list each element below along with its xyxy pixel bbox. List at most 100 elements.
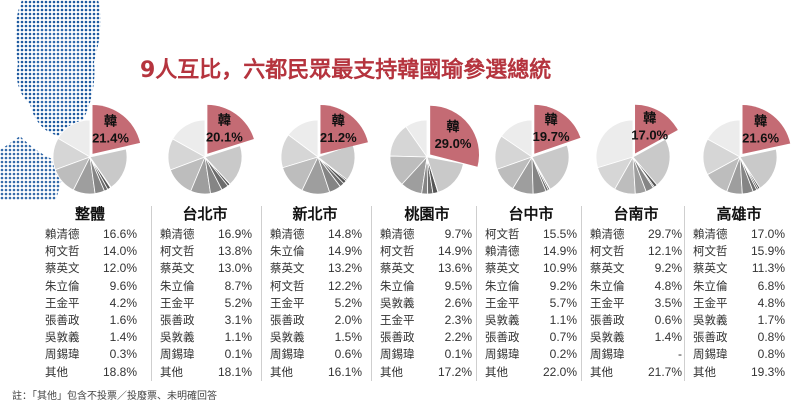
candidate-name: 王金平 bbox=[45, 295, 80, 310]
pie-3: 韓21.2% bbox=[280, 105, 368, 195]
candidate-value: 10.9% bbox=[542, 261, 577, 276]
candidate-value: 19.3% bbox=[750, 364, 785, 379]
candidate-name: 朱立倫 bbox=[270, 244, 305, 259]
table-row: 賴清德 29.7% bbox=[590, 226, 682, 243]
table-row: 吳敦義 1.1% bbox=[160, 329, 252, 346]
candidate-value: 5.2% bbox=[224, 295, 252, 310]
candidate-value: 2.2% bbox=[444, 330, 472, 345]
candidate-name: 朱立倫 bbox=[160, 278, 195, 293]
candidate-value: 13.6% bbox=[437, 261, 472, 276]
table-row: 其他 18.1% bbox=[160, 364, 252, 381]
table-row: 朱立倫 8.7% bbox=[160, 278, 252, 295]
candidate-name: 王金平 bbox=[160, 295, 195, 310]
candidate-name: 賴清德 bbox=[380, 227, 415, 241]
candidate-value: 18.8% bbox=[102, 364, 137, 379]
candidate-value: 14.8% bbox=[327, 227, 362, 241]
table-row: 柯文哲 15.9% bbox=[693, 243, 785, 260]
pie-slice bbox=[595, 119, 634, 169]
candidate-value: 11.3% bbox=[751, 261, 785, 276]
highlight-value-label: 19.7% bbox=[533, 129, 570, 144]
candidate-name: 朱立倫 bbox=[45, 278, 80, 293]
candidate-value: 16.9% bbox=[217, 227, 252, 241]
candidate-name: 王金平 bbox=[380, 312, 415, 327]
table-row: 朱立倫 9.2% bbox=[485, 278, 577, 295]
region-heading: 高雄市 bbox=[716, 205, 762, 223]
candidate-name: 王金平 bbox=[270, 295, 305, 310]
highlight-name-label: 韓 bbox=[446, 119, 459, 135]
candidate-value: 29.7% bbox=[647, 227, 682, 241]
candidate-name: 張善政 bbox=[380, 330, 415, 345]
region-table: 柯文哲 15.5% 賴清德 14.9% 蔡英文 10.9% 朱立倫 9.2% 王金平 5.7% 吳敦… bbox=[485, 226, 577, 381]
table-row: 柯文哲 12.2% bbox=[270, 278, 362, 295]
table-row: 張善政 3.1% bbox=[160, 312, 252, 329]
pie-slice-highlight bbox=[635, 104, 678, 154]
column-divider bbox=[261, 206, 262, 381]
candidate-value: 12.1% bbox=[647, 244, 682, 259]
candidate-name: 蔡英文 bbox=[45, 261, 80, 276]
table-row: 張善政 0.6% bbox=[590, 312, 682, 329]
table-row: 吳敦義 2.6% bbox=[380, 295, 472, 312]
table-row: 蔡英文 13.2% bbox=[270, 260, 362, 277]
candidate-name: 朱立倫 bbox=[693, 278, 728, 293]
candidate-name: 王金平 bbox=[693, 295, 728, 310]
candidate-value: 9.2% bbox=[654, 261, 682, 276]
candidate-name: 周錫瑋 bbox=[160, 347, 195, 362]
pie-6: 韓17.0% bbox=[595, 104, 678, 195]
candidate-value: 5.7% bbox=[549, 295, 577, 310]
table-row: 柯文哲 15.5% bbox=[485, 226, 577, 243]
region-table: 賴清德 16.9% 柯文哲 13.8% 蔡英文 13.0% 朱立倫 8.7% 王金平 5.2% 張善… bbox=[160, 226, 252, 381]
candidate-value: 1.4% bbox=[109, 330, 137, 345]
column-divider bbox=[581, 206, 582, 381]
candidate-name: 周錫瑋 bbox=[380, 347, 415, 362]
candidate-value: 0.6% bbox=[654, 312, 682, 327]
pie-4: 韓29.0% bbox=[389, 105, 480, 195]
candidate-value: 13.0% bbox=[217, 261, 252, 276]
table-row: 賴清德 14.9% bbox=[485, 243, 577, 260]
candidate-name: 吳敦義 bbox=[270, 330, 305, 345]
pie-slice bbox=[89, 148, 128, 188]
chart-title: 9人互比，六都民眾最支持韓國瑜參選總統 bbox=[140, 58, 552, 83]
candidate-name: 吳敦義 bbox=[590, 330, 625, 345]
pie-slice bbox=[739, 148, 778, 189]
candidate-value: 1.1% bbox=[549, 312, 577, 327]
candidate-name: 張善政 bbox=[45, 312, 80, 327]
candidate-name: 柯文哲 bbox=[485, 227, 520, 241]
pie-slice-highlight bbox=[320, 105, 368, 154]
table-row: 吳敦義 1.4% bbox=[590, 329, 682, 346]
pie-7: 韓21.6% bbox=[702, 105, 791, 195]
candidate-name: 張善政 bbox=[693, 330, 728, 345]
region-table: 賴清德 17.0% 柯文哲 15.9% 蔡英文 11.3% 朱立倫 6.8% 王金平 4.8% 吳敦… bbox=[693, 226, 785, 381]
table-row: 賴清德 9.7% bbox=[380, 226, 472, 243]
candidate-name: 周錫瑋 bbox=[270, 347, 305, 362]
highlight-value-label: 21.2% bbox=[320, 130, 357, 145]
candidate-value: 3.5% bbox=[654, 295, 682, 310]
region-table: 賴清德 9.7% 柯文哲 14.9% 蔡英文 13.6% 朱立倫 9.5% 吳敦義 2.6% 王金平… bbox=[380, 226, 472, 381]
candidate-value: 17.2% bbox=[437, 364, 472, 379]
candidate-name: 張善政 bbox=[160, 312, 195, 327]
candidate-value: 21.7% bbox=[647, 364, 682, 379]
highlight-name-label: 韓 bbox=[332, 113, 345, 129]
region-table: 賴清德 29.7% 柯文哲 12.1% 蔡英文 9.2% 朱立倫 4.8% 王金平 3.5% 張善政… bbox=[590, 226, 682, 381]
candidate-name: 賴清德 bbox=[270, 227, 305, 241]
table-row: 朱立倫 14.9% bbox=[270, 243, 362, 260]
candidate-value: 1.5% bbox=[334, 330, 362, 345]
highlight-value-label: 21.4% bbox=[92, 130, 129, 145]
candidate-name: 其他 bbox=[45, 364, 68, 379]
table-row: 吳敦義 1.7% bbox=[693, 312, 785, 329]
pie-slice-highlight bbox=[742, 105, 791, 154]
table-row: 蔡英文 9.2% bbox=[590, 260, 682, 277]
table-row: 蔡英文 11.3% bbox=[693, 260, 785, 277]
candidate-name: 蔡英文 bbox=[380, 261, 415, 276]
candidate-name: 蔡英文 bbox=[270, 261, 305, 276]
candidate-value: 0.7% bbox=[549, 330, 577, 345]
table-row: 柯文哲 12.1% bbox=[590, 243, 682, 260]
candidate-value: 13.8% bbox=[217, 244, 252, 259]
region-heading: 台中市 bbox=[508, 205, 554, 223]
candidate-name: 柯文哲 bbox=[45, 244, 80, 259]
table-row: 王金平 2.3% bbox=[380, 312, 472, 329]
table-row: 周錫瑋 0.3% bbox=[45, 346, 137, 363]
candidate-value: 1.7% bbox=[757, 312, 785, 327]
pie-slice bbox=[632, 138, 671, 186]
candidate-value: 3.1% bbox=[224, 312, 252, 327]
